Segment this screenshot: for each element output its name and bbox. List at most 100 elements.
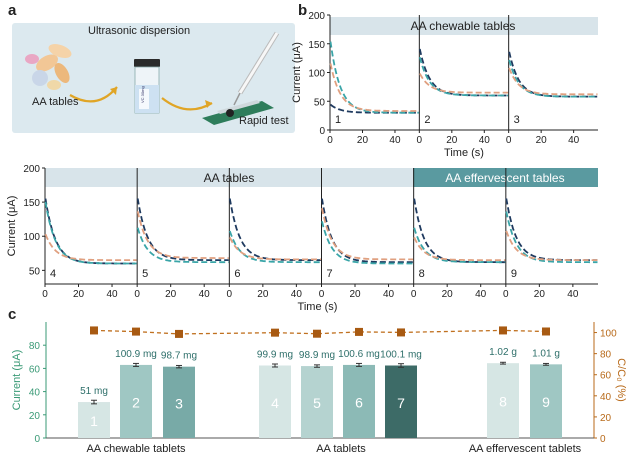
top-series-line-teal <box>329 41 419 114</box>
c-y2-tick-label: 20 <box>600 413 612 424</box>
bar-annotation: 99.9 mg <box>257 350 293 361</box>
top-x-tick-label: 0 <box>327 135 333 146</box>
top-y-tick-label: 200 <box>308 11 325 22</box>
top-x-tick-label: 40 <box>389 135 401 146</box>
bar <box>78 402 110 438</box>
ultrasonic-label: Ultrasonic dispersion <box>88 25 191 37</box>
bottom-x-tick-label: 0 <box>227 289 233 300</box>
c-y2-tick-label: 0 <box>600 434 606 445</box>
top-x-tick-label: 20 <box>446 135 458 146</box>
c-y-axis-label: Current (μA) <box>11 350 23 411</box>
bar <box>120 364 152 438</box>
c-y2-tick-label: 100 <box>600 329 617 340</box>
top-panel-number: 2 <box>424 114 430 126</box>
c-group-label: AA effervescent tablets <box>469 443 582 455</box>
bar-annotation: 1.01 g <box>532 348 560 359</box>
bar <box>530 364 562 438</box>
bottom-series-line-teal <box>321 221 414 265</box>
bottom-x-tick-label: 20 <box>349 289 361 300</box>
bottom-series-line-salmon <box>505 230 598 261</box>
bottom-x-tick-label: 20 <box>257 289 269 300</box>
bottom-series-line-dark <box>44 198 137 265</box>
top-y-tick-label: 150 <box>308 40 325 51</box>
ratio-point <box>313 329 321 338</box>
top-x-tick-label: 0 <box>417 135 423 146</box>
bottom-y-tick-label: 200 <box>23 164 40 175</box>
bar-number: 5 <box>313 395 321 411</box>
pipette-icon <box>233 31 280 106</box>
bar-number: 2 <box>132 394 140 410</box>
bar-annotation: 100.9 mg <box>115 349 157 360</box>
c-y-tick-label: 20 <box>29 411 41 422</box>
bottom-series-line-salmon <box>136 211 229 259</box>
bottom-x-tick-label: 0 <box>503 289 509 300</box>
bottom-series-line-salmon <box>229 236 321 261</box>
bottom-x-tick-label: 40 <box>475 289 487 300</box>
panel-a-letter: a <box>8 2 17 19</box>
c-y-tick-label: 40 <box>29 388 41 399</box>
bottom-x-tick-label: 0 <box>411 289 417 300</box>
bar-number: 1 <box>90 413 98 429</box>
ratio-point <box>90 326 98 335</box>
bottom-series-line-dark <box>228 198 321 261</box>
bottom-y-axis-label: Current (μA) <box>6 196 18 257</box>
bar-number: 8 <box>499 394 507 410</box>
bar-annotation: 98.9 mg <box>299 350 335 361</box>
bar-annotation: 1.02 g <box>489 347 517 358</box>
bar <box>301 366 333 438</box>
bar-annotation: 51 mg <box>80 386 108 397</box>
panel-c-letter: c <box>8 306 17 323</box>
bottom-series-line-teal <box>136 227 229 264</box>
c-y2-tick-label: 40 <box>600 392 612 403</box>
bar <box>259 365 291 438</box>
c-y-tick-label: 80 <box>29 341 41 352</box>
ratio-point <box>355 327 363 336</box>
tablets-icon <box>25 44 72 90</box>
bottom-series-line-teal <box>228 230 321 264</box>
bar-number: 7 <box>397 395 405 411</box>
bottom-panel-number: 4 <box>50 268 56 280</box>
bottom-series-line-salmon <box>413 237 506 261</box>
bottom-x-tick-label: 40 <box>106 289 118 300</box>
c-y-tick-label: 0 <box>34 434 40 445</box>
bottom-y-tick-label: 150 <box>23 198 40 209</box>
ratio-point <box>175 329 183 338</box>
top-x-tick-label: 20 <box>536 135 548 146</box>
c-y-tick-label: 60 <box>29 364 41 375</box>
bottom-x-tick-label: 0 <box>319 289 325 300</box>
bottom-y-tick-label: 50 <box>29 266 41 277</box>
c-y2-tick-label: 60 <box>600 371 612 382</box>
top-y-axis-label: Current (μA) <box>291 42 303 103</box>
bottom-panel-number: 9 <box>511 268 517 280</box>
ratio-point <box>397 328 405 337</box>
top-panel-number: 1 <box>335 114 341 126</box>
ratio-point <box>499 326 507 335</box>
bottom-header-label-right: AA effervescent tables <box>445 171 564 185</box>
bottom-series-line-dark <box>136 198 229 261</box>
ratio-point <box>542 327 550 336</box>
bar-annotation: 100.6 mg <box>338 349 380 360</box>
c-y2-axis-label: C/C₀ (%) <box>615 358 626 402</box>
top-series-line-teal <box>508 59 598 98</box>
top-header-band <box>330 17 598 35</box>
ratio-line <box>93 329 547 335</box>
top-panel-number: 3 <box>514 114 520 126</box>
bottom-series-line-salmon <box>44 233 137 261</box>
top-x-tick-label: 40 <box>479 135 491 146</box>
bar <box>163 366 195 438</box>
bottom-series-line-salmon <box>321 208 414 261</box>
bottom-panel-number: 6 <box>234 268 240 280</box>
top-y-tick-label: 100 <box>308 69 325 80</box>
bar <box>385 365 417 438</box>
top-x-tick-label: 40 <box>568 135 580 146</box>
sensor-strip-icon <box>202 100 274 125</box>
bottom-x-tick-label: 40 <box>383 289 395 300</box>
bar-number: 9 <box>542 394 550 410</box>
schematic-panel: VC 30mg Ultrasonic dispersion AA tables … <box>12 23 295 133</box>
bottom-series-line-teal <box>44 201 137 265</box>
bottom-panel-number: 7 <box>327 268 333 280</box>
vial-icon: VC 30mg <box>134 59 160 114</box>
bar-number: 4 <box>271 395 279 411</box>
ratio-point <box>271 328 279 337</box>
